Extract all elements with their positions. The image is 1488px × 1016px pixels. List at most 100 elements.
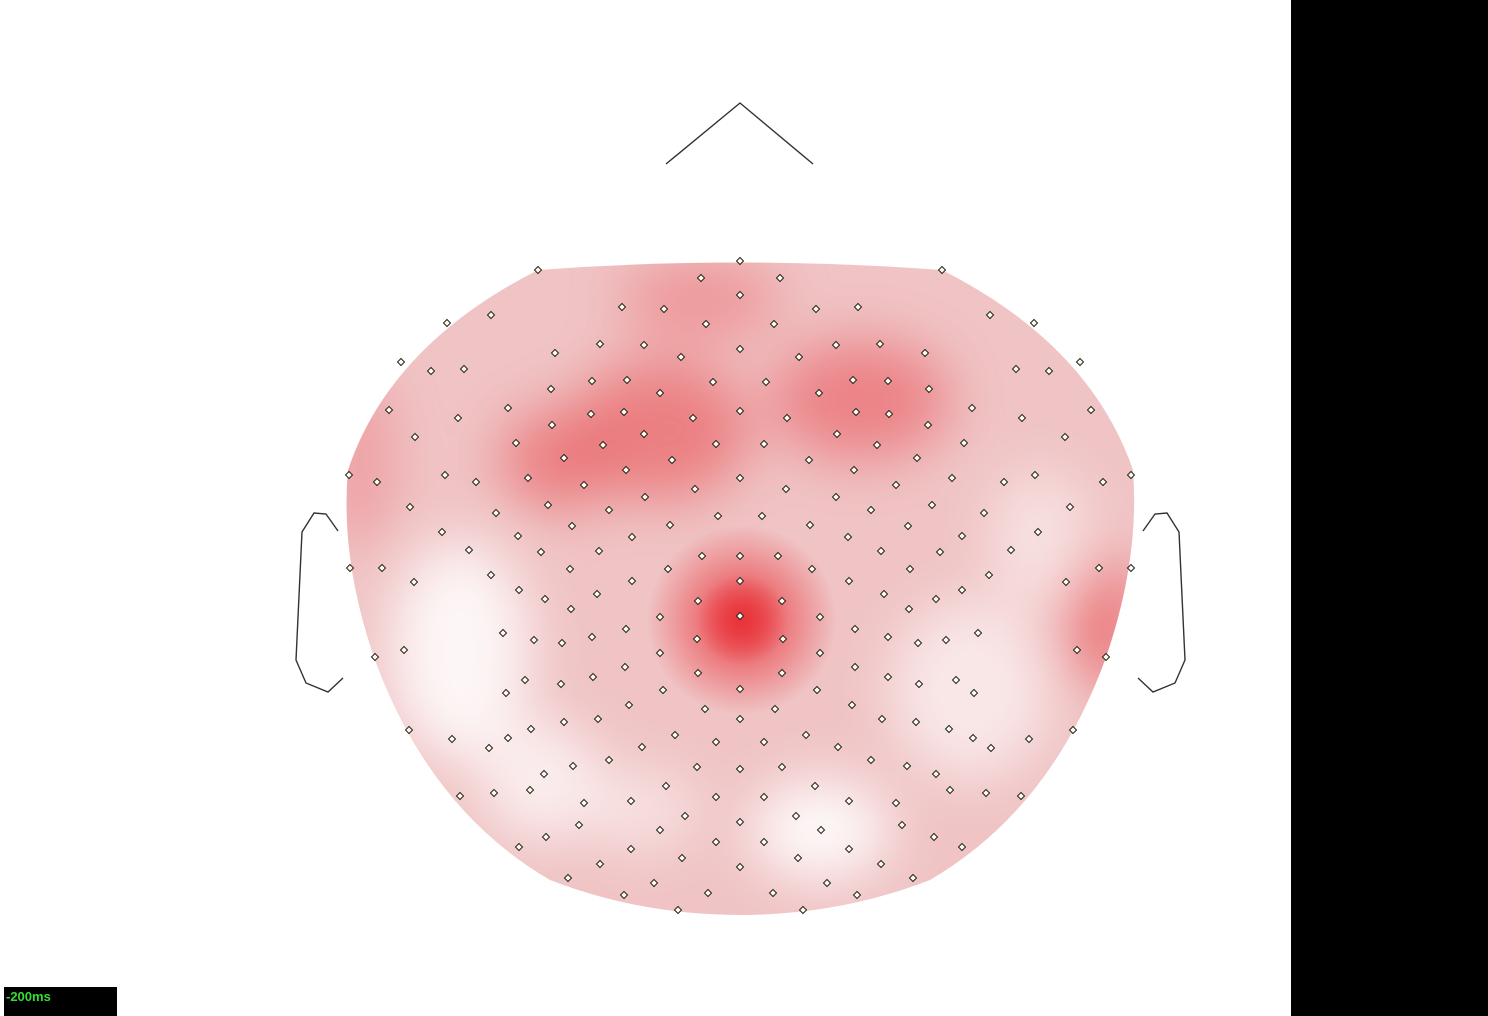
electrode-marker xyxy=(1029,318,1039,328)
electrode-marker xyxy=(735,406,745,416)
electrode-marker xyxy=(440,470,450,480)
electrode-marker xyxy=(904,604,914,614)
electrode-marker xyxy=(546,384,556,394)
electrode-marker xyxy=(769,319,779,329)
electrode-marker xyxy=(692,762,702,772)
electrode-marker xyxy=(667,455,677,465)
electrode-marker xyxy=(847,700,857,710)
electrode-marker xyxy=(883,672,893,682)
electrode-marker xyxy=(833,742,843,752)
electrode-marker xyxy=(459,364,469,374)
electrode-marker xyxy=(377,563,387,573)
electrode-marker xyxy=(514,842,524,852)
electrode-marker xyxy=(969,688,979,698)
electrode-marker xyxy=(567,521,577,531)
electrode-marker xyxy=(604,755,614,765)
electrode-marker xyxy=(557,638,567,648)
electrode-marker xyxy=(619,407,629,417)
electrode-marker xyxy=(550,348,560,358)
electrode-marker xyxy=(658,685,668,695)
electrode-marker xyxy=(539,769,549,779)
electrode-marker xyxy=(852,890,862,900)
electrode-marker xyxy=(655,825,665,835)
electrode-marker xyxy=(491,508,501,518)
electrode-marker xyxy=(713,511,723,521)
electrode-marker xyxy=(778,634,788,644)
electrode-marker xyxy=(866,505,876,515)
electrode-marker xyxy=(849,465,859,475)
electrode-marker xyxy=(565,564,575,574)
electrode-marker xyxy=(503,403,513,413)
electrode-marker xyxy=(782,413,792,423)
electrode-marker xyxy=(659,304,669,314)
electrode-marker xyxy=(908,873,918,883)
electrode-marker xyxy=(344,470,354,480)
electrode-marker xyxy=(711,439,721,449)
electrode-marker xyxy=(455,791,465,801)
electrode-marker xyxy=(665,520,675,530)
electrode-marker xyxy=(920,348,930,358)
electrode-marker xyxy=(541,832,551,842)
electrode-marker xyxy=(486,570,496,580)
electrode-marker xyxy=(626,844,636,854)
electrode-marker xyxy=(912,453,922,463)
electrode-marker xyxy=(735,576,745,586)
electrode-marker xyxy=(568,761,578,771)
electrode-marker xyxy=(586,409,596,419)
electrode-marker xyxy=(621,465,631,475)
electrode-marker xyxy=(905,564,915,574)
electrode-marker xyxy=(851,407,861,417)
side-panel xyxy=(1291,0,1488,1016)
electrode-marker xyxy=(598,440,608,450)
electrode-marker xyxy=(773,551,783,561)
electrode-marker xyxy=(498,628,508,638)
electrode-marker xyxy=(848,375,858,385)
electrode-marker xyxy=(1072,645,1082,655)
electrode-marker xyxy=(471,477,481,487)
electrode-marker xyxy=(345,563,355,573)
electrode-marker xyxy=(405,502,415,512)
electrode-marker xyxy=(759,737,769,747)
electrode-marker xyxy=(897,820,907,830)
electrode-marker xyxy=(587,632,597,642)
electrode-marker xyxy=(1033,527,1043,537)
electrode-marker xyxy=(1030,470,1040,480)
electrode-marker xyxy=(692,634,702,644)
electrode-marker xyxy=(711,792,721,802)
electrode-markers xyxy=(344,256,1136,915)
electrode-marker xyxy=(968,733,978,743)
electrode-marker xyxy=(902,761,912,771)
electrode-marker xyxy=(484,743,494,753)
electrode-marker xyxy=(911,717,921,727)
electrode-marker xyxy=(959,438,969,448)
electrode-marker xyxy=(1065,502,1075,512)
electrode-marker xyxy=(604,505,614,515)
electrode-marker xyxy=(883,632,893,642)
time-label: -200ms xyxy=(6,989,51,1004)
scalp-topography-plot xyxy=(295,102,1186,915)
electrode-marker xyxy=(442,318,452,328)
electrode-marker xyxy=(520,675,530,685)
electrode-marker xyxy=(587,376,597,386)
electrode-marker xyxy=(903,521,913,531)
electrode-marker xyxy=(370,652,380,662)
electrode-marker xyxy=(543,500,553,510)
electrode-marker xyxy=(931,594,941,604)
topomap-viewport[interactable] xyxy=(0,0,1291,1016)
electrode-marker xyxy=(559,717,569,727)
electrode-marker xyxy=(1061,577,1071,587)
electrode-marker xyxy=(525,785,535,795)
electrode-marker xyxy=(384,405,394,415)
electrode-marker xyxy=(1016,791,1026,801)
electrode-marker xyxy=(426,366,436,376)
electrode-marker xyxy=(1044,366,1054,376)
electrode-marker xyxy=(396,357,406,367)
electrode-marker xyxy=(924,384,934,394)
electrode-marker xyxy=(574,820,584,830)
electrode-marker xyxy=(979,508,989,518)
electrode-marker xyxy=(1068,725,1078,735)
electrode-marker xyxy=(937,265,947,275)
electrode-marker xyxy=(453,413,463,423)
electrode-marker xyxy=(1024,734,1034,744)
electrode-marker xyxy=(655,648,665,658)
